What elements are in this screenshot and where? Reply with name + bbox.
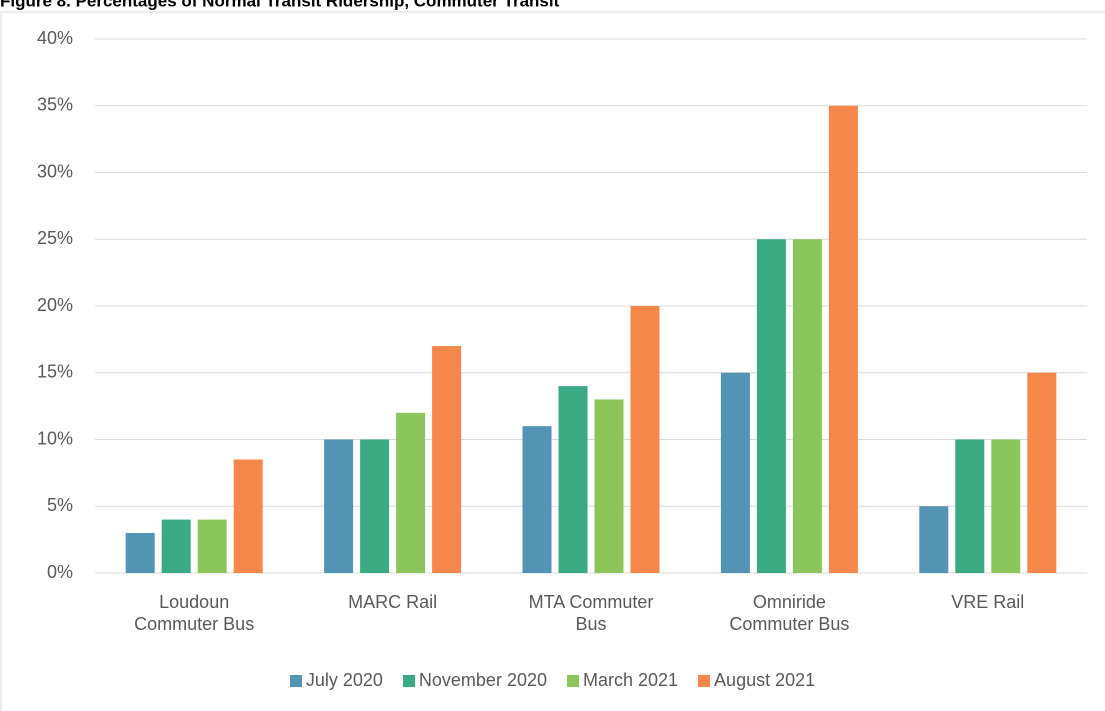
x-tick-label: Loudoun Commuter Bus xyxy=(134,592,255,634)
x-tick-label: MTA Commuter Bus xyxy=(528,592,654,634)
legend: July 2020 November 2020 March 2021 August 2… xyxy=(0,670,1105,691)
legend-label: November 2020 xyxy=(418,670,547,690)
x-tick-label: MARC Rail xyxy=(348,592,438,612)
bar xyxy=(324,439,354,573)
x-tick-label: VRE Rail xyxy=(951,592,1025,612)
legend-swatch xyxy=(566,674,579,687)
legend-label: July 2020 xyxy=(305,670,383,690)
y-tick-label: 10% xyxy=(37,428,73,448)
legend-item: November 2020 xyxy=(402,670,547,691)
x-tick-label: Omniride Commuter Bus xyxy=(729,592,850,634)
legend-label: March 2021 xyxy=(582,670,679,690)
bar xyxy=(720,372,750,573)
bar xyxy=(991,439,1021,573)
y-tick-label: 0% xyxy=(47,562,73,582)
bar xyxy=(1027,372,1057,573)
y-tick-label: 35% xyxy=(37,95,73,115)
y-tick-label: 30% xyxy=(37,161,73,181)
bar xyxy=(233,459,263,573)
y-tick-label: 15% xyxy=(37,362,73,382)
legend-item: March 2021 xyxy=(566,670,679,691)
bar xyxy=(125,532,155,573)
bar xyxy=(360,439,390,573)
chart-title: Figure 8. Percentages of Normal Transit … xyxy=(0,0,560,10)
legend-swatch xyxy=(289,674,302,687)
bar xyxy=(558,386,588,573)
legend-swatch xyxy=(402,674,415,687)
y-tick-label: 5% xyxy=(47,495,73,515)
y-tick-label: 40% xyxy=(37,28,73,48)
bar xyxy=(630,306,660,573)
bar xyxy=(161,519,191,573)
bar xyxy=(828,105,858,573)
chart-frame xyxy=(0,11,1105,711)
bar xyxy=(792,239,822,573)
bar xyxy=(594,399,624,573)
legend-label: August 2021 xyxy=(714,670,816,690)
bar xyxy=(919,506,949,573)
y-tick-label: 25% xyxy=(37,228,73,248)
y-tick-label: 20% xyxy=(37,295,73,315)
bar xyxy=(197,519,227,573)
bar xyxy=(432,346,462,573)
legend-item: August 2021 xyxy=(698,670,815,691)
legend-item: July 2020 xyxy=(289,670,383,691)
bar xyxy=(396,412,426,573)
bar xyxy=(522,426,552,573)
bar xyxy=(756,239,786,573)
legend-swatch xyxy=(698,674,711,687)
bar xyxy=(955,439,985,573)
